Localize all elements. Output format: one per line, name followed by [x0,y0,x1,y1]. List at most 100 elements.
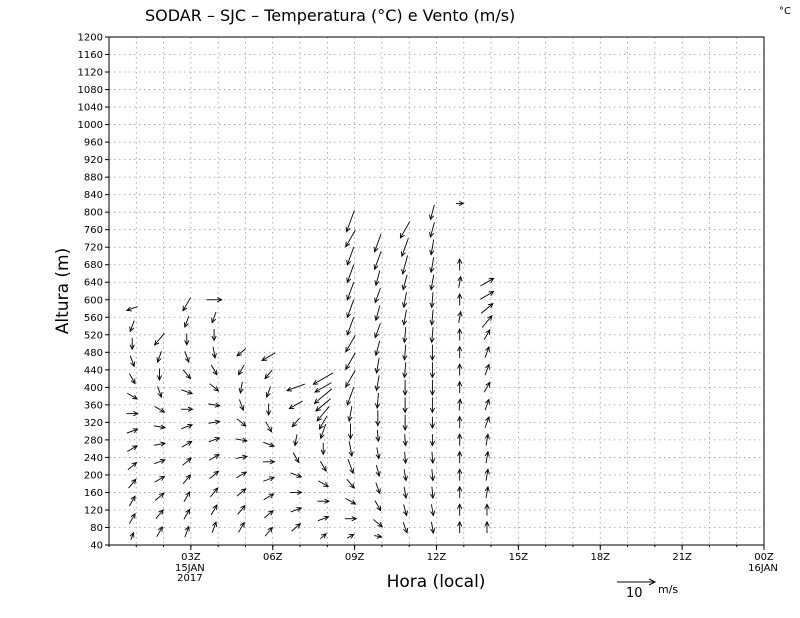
wind-vector-shaft [292,452,300,463]
wind-vector-shaft [347,458,354,474]
wind-vector-shaft [236,348,247,357]
wind-vector-shaft [208,454,220,461]
wind-vector-shaft [238,522,245,533]
wind-vector-shaft [480,303,494,314]
wind-vector-head [185,490,191,497]
wind-vector-head [240,488,247,494]
wind-vector-shaft [403,469,407,481]
wind-vector-head [323,515,330,521]
y-tick-label: 640 [84,278,103,289]
wind-vector-shaft [346,246,355,266]
wind-vector-head [457,450,463,457]
wind-vector-shaft [236,418,247,427]
wind-vector [128,373,136,385]
wind-vector-shaft [208,420,220,424]
wind-vector-shaft [399,221,411,239]
wind-vector-head [159,407,166,413]
wind-vector [129,355,136,368]
wind-vector-head [429,267,435,274]
wind-vector-shaft [184,316,190,328]
wind-vector-head [160,424,167,430]
wind-vector [154,406,166,413]
y-tick-label: 920 [84,155,103,166]
wind-vector-shaft [404,434,407,446]
wind-vector [126,428,139,434]
wind-vector-head [484,503,490,509]
wind-vector-shaft [127,445,138,452]
wind-vector-head [485,363,490,370]
y-tick-label: 280 [84,435,103,446]
y-tick-label: 1160 [78,50,103,61]
wind-vector [129,531,135,540]
wind-vector [181,440,193,448]
wind-vector-head [129,326,135,333]
wind-vector [457,257,463,271]
wind-vector [290,507,303,513]
wind-vector [211,311,217,324]
wind-vector-head [402,425,408,432]
wind-vector-head [487,315,493,321]
wind-vector-shaft [183,509,191,520]
wind-vector-head [242,454,248,460]
wind-vector-head [375,471,381,478]
wind-vector-head [349,468,355,475]
wind-vector-head [374,315,380,322]
wind-vector [265,421,273,433]
wind-vector-head [130,495,136,502]
wind-vector-head [266,410,272,416]
wind-vector-head [212,521,217,528]
wind-vector [236,471,248,479]
wind-vector [346,387,355,407]
wind-vector [429,239,435,256]
wind-vector [483,381,491,393]
wind-vector [375,482,381,495]
y-tick-label: 160 [84,488,103,499]
wind-vector [210,364,218,376]
wind-vector-head [457,398,463,405]
y-tick-label: 840 [84,190,103,201]
wind-vector-head [293,440,299,447]
wind-vector [345,370,356,388]
wind-vector [429,309,435,326]
wind-vector-shaft [403,486,407,499]
wind-vector [457,293,463,306]
wind-vector-shaft [264,510,274,519]
wind-vector-head [345,364,351,371]
wind-vector-head [374,367,380,374]
wind-vector-shaft [183,491,191,502]
wind-vector [373,251,382,271]
wind-vector [373,519,383,528]
y-tick-label: 40 [90,541,103,552]
wind-vector-shaft [484,364,490,376]
wind-vector [153,333,165,346]
wind-vector-shaft [345,352,356,370]
wind-vector [153,441,167,447]
chart-title: SODAR – SJC – Temperatura (°C) e Vento (… [145,6,515,25]
wind-vector-shaft [261,352,276,361]
wind-vector-head [184,340,190,346]
wind-vector-shaft [431,469,434,481]
wind-vector-head [457,363,463,369]
wind-vector-shaft [404,451,407,464]
wind-vector-shaft [376,357,380,374]
x-tick-label: 21Z [672,552,692,563]
wind-vector [290,472,303,478]
wind-vector-head [212,487,219,494]
wind-vector-head [429,440,435,447]
wind-vector [344,516,358,522]
wind-vector-shaft [374,288,381,303]
wind-vector-shaft [375,340,381,356]
wind-vector [181,423,194,430]
wind-vector [236,418,247,427]
wind-vector-shaft [238,364,245,375]
wind-vector-head [213,386,220,392]
wind-vector [290,489,303,496]
wind-vector-head [131,478,137,485]
y-tick-label: 1120 [78,68,103,79]
wind-vector [184,525,190,538]
wind-vector [402,397,408,414]
wind-vector [237,364,245,376]
wind-vector-head [402,390,408,396]
wind-vector [457,275,463,288]
y-tick-label: 800 [84,208,103,219]
